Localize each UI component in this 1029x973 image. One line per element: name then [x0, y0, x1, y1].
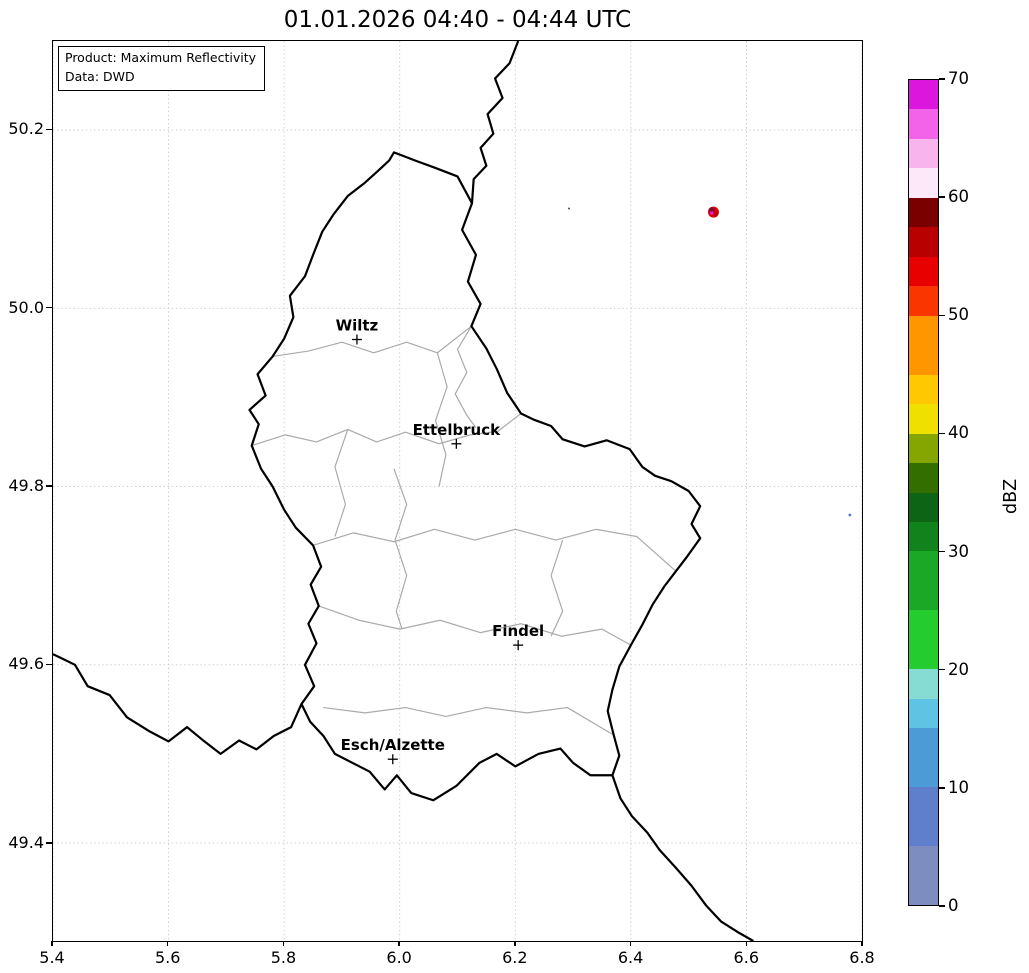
x-tick-mark [745, 941, 747, 946]
colorbar-segment [909, 197, 938, 228]
district-border [550, 539, 564, 637]
colorbar-segment [909, 846, 938, 905]
colorbar-segment [909, 138, 938, 169]
radar-echo [848, 513, 852, 517]
x-tick-mark [167, 941, 169, 946]
colorbar-tick-mark [939, 314, 945, 316]
colorbar-segment [909, 551, 938, 611]
colorbar [908, 79, 939, 906]
y-tick-mark [46, 128, 52, 130]
district-border [312, 528, 677, 572]
x-tick-mark [398, 941, 400, 946]
x-tick-mark [514, 941, 516, 946]
colorbar-segment [909, 256, 938, 287]
country-border [53, 653, 303, 756]
radar-echo [709, 211, 714, 215]
colorbar-tick-label: 10 [948, 777, 969, 797]
colorbar-tick-mark [939, 196, 945, 198]
y-tick-mark [46, 306, 52, 309]
x-tick-label: 6.6 [733, 948, 760, 967]
y-tick-label: 50.2 [8, 119, 44, 139]
country-border-luxembourg [248, 151, 702, 802]
x-tick-mark [51, 941, 53, 946]
district-border [318, 605, 632, 646]
district-border [272, 325, 472, 358]
colorbar-tick-mark [939, 905, 945, 907]
plot-title: 01.01.2026 04:40 - 04:44 UTC [283, 7, 632, 33]
city-label: Wiltz [336, 317, 379, 335]
colorbar-segment [909, 168, 938, 198]
country-border [611, 774, 754, 941]
district-border [393, 468, 408, 630]
product-name-label: Product: Maximum Reflectivity [65, 50, 257, 65]
y-tick-label: 50.0 [8, 297, 44, 317]
colorbar-tick-label: 40 [948, 423, 969, 443]
radar-echo [713, 212, 718, 217]
x-tick-label: 6.4 [617, 948, 644, 967]
district-border [434, 352, 448, 487]
colorbar-tick-mark [939, 432, 945, 435]
colorbar-tick-mark [939, 669, 945, 671]
district-border [323, 706, 613, 735]
colorbar-segment [909, 109, 938, 139]
colorbar-segment [909, 787, 938, 847]
colorbar-label: dBZ [1001, 478, 1021, 514]
x-tick-label: 6.8 [849, 948, 875, 967]
colorbar-tick-label: 30 [948, 541, 969, 561]
radar-echo [708, 207, 715, 214]
colorbar-segment [909, 669, 938, 699]
y-tick-mark [46, 485, 52, 487]
colorbar-segment [909, 728, 938, 788]
city-label: Ettelbruck [413, 421, 501, 439]
colorbar-tick-label: 0 [948, 896, 959, 915]
colorbar-segment [909, 521, 938, 552]
y-tick-label: 49.6 [8, 654, 44, 674]
colorbar-segment [909, 433, 938, 464]
colorbar-segment [909, 286, 938, 316]
colorbar-tick-label: 70 [948, 69, 969, 88]
colorbar-tick-mark [939, 550, 945, 553]
district-border [454, 325, 477, 429]
colorbar-tick-mark [939, 78, 945, 80]
colorbar-tick-label: 20 [948, 659, 969, 679]
city-label: Findel [492, 622, 544, 640]
data-source-label: Data: DWD [65, 68, 135, 84]
y-tick-label: 49.8 [8, 476, 44, 496]
y-tick-label: 49.4 [8, 832, 44, 852]
x-tick-label: 5.4 [39, 948, 65, 967]
x-tick-label: 6.0 [386, 948, 412, 967]
district-border [251, 413, 522, 447]
colorbar-segment [909, 80, 938, 110]
map-plot: Wiltz Ettelbruck Findel Esch/Alzette Produc… [52, 40, 863, 942]
radar-echo [568, 207, 571, 210]
colorbar-segment [909, 463, 938, 493]
colorbar-segment [909, 698, 938, 729]
y-tick-mark [46, 842, 52, 844]
city-label: Esch/Alzette [341, 736, 445, 754]
colorbar-tick-mark [939, 787, 945, 789]
y-tick-mark [46, 663, 52, 666]
x-tick-label: 5.8 [270, 948, 297, 967]
x-tick-mark [861, 941, 863, 946]
colorbar-segment [909, 610, 938, 670]
colorbar-segment [909, 374, 938, 405]
x-tick-mark [282, 941, 285, 946]
x-tick-label: 5.6 [154, 948, 181, 967]
map-canvas: Wiltz Ettelbruck Findel Esch/Alzette [53, 41, 862, 941]
colorbar-tick-label: 50 [948, 305, 969, 325]
colorbar-segment [909, 227, 938, 257]
district-border [334, 429, 349, 537]
x-tick-label: 6.2 [502, 948, 528, 967]
product-info-box: Product: Maximum Reflectivity Data: DWD [58, 46, 266, 91]
colorbar-tick-label: 60 [948, 187, 969, 207]
colorbar-segment [909, 492, 938, 522]
country-border [470, 41, 520, 204]
colorbar-segment [909, 315, 938, 375]
colorbar-segment [909, 404, 938, 434]
x-tick-mark [629, 941, 632, 946]
